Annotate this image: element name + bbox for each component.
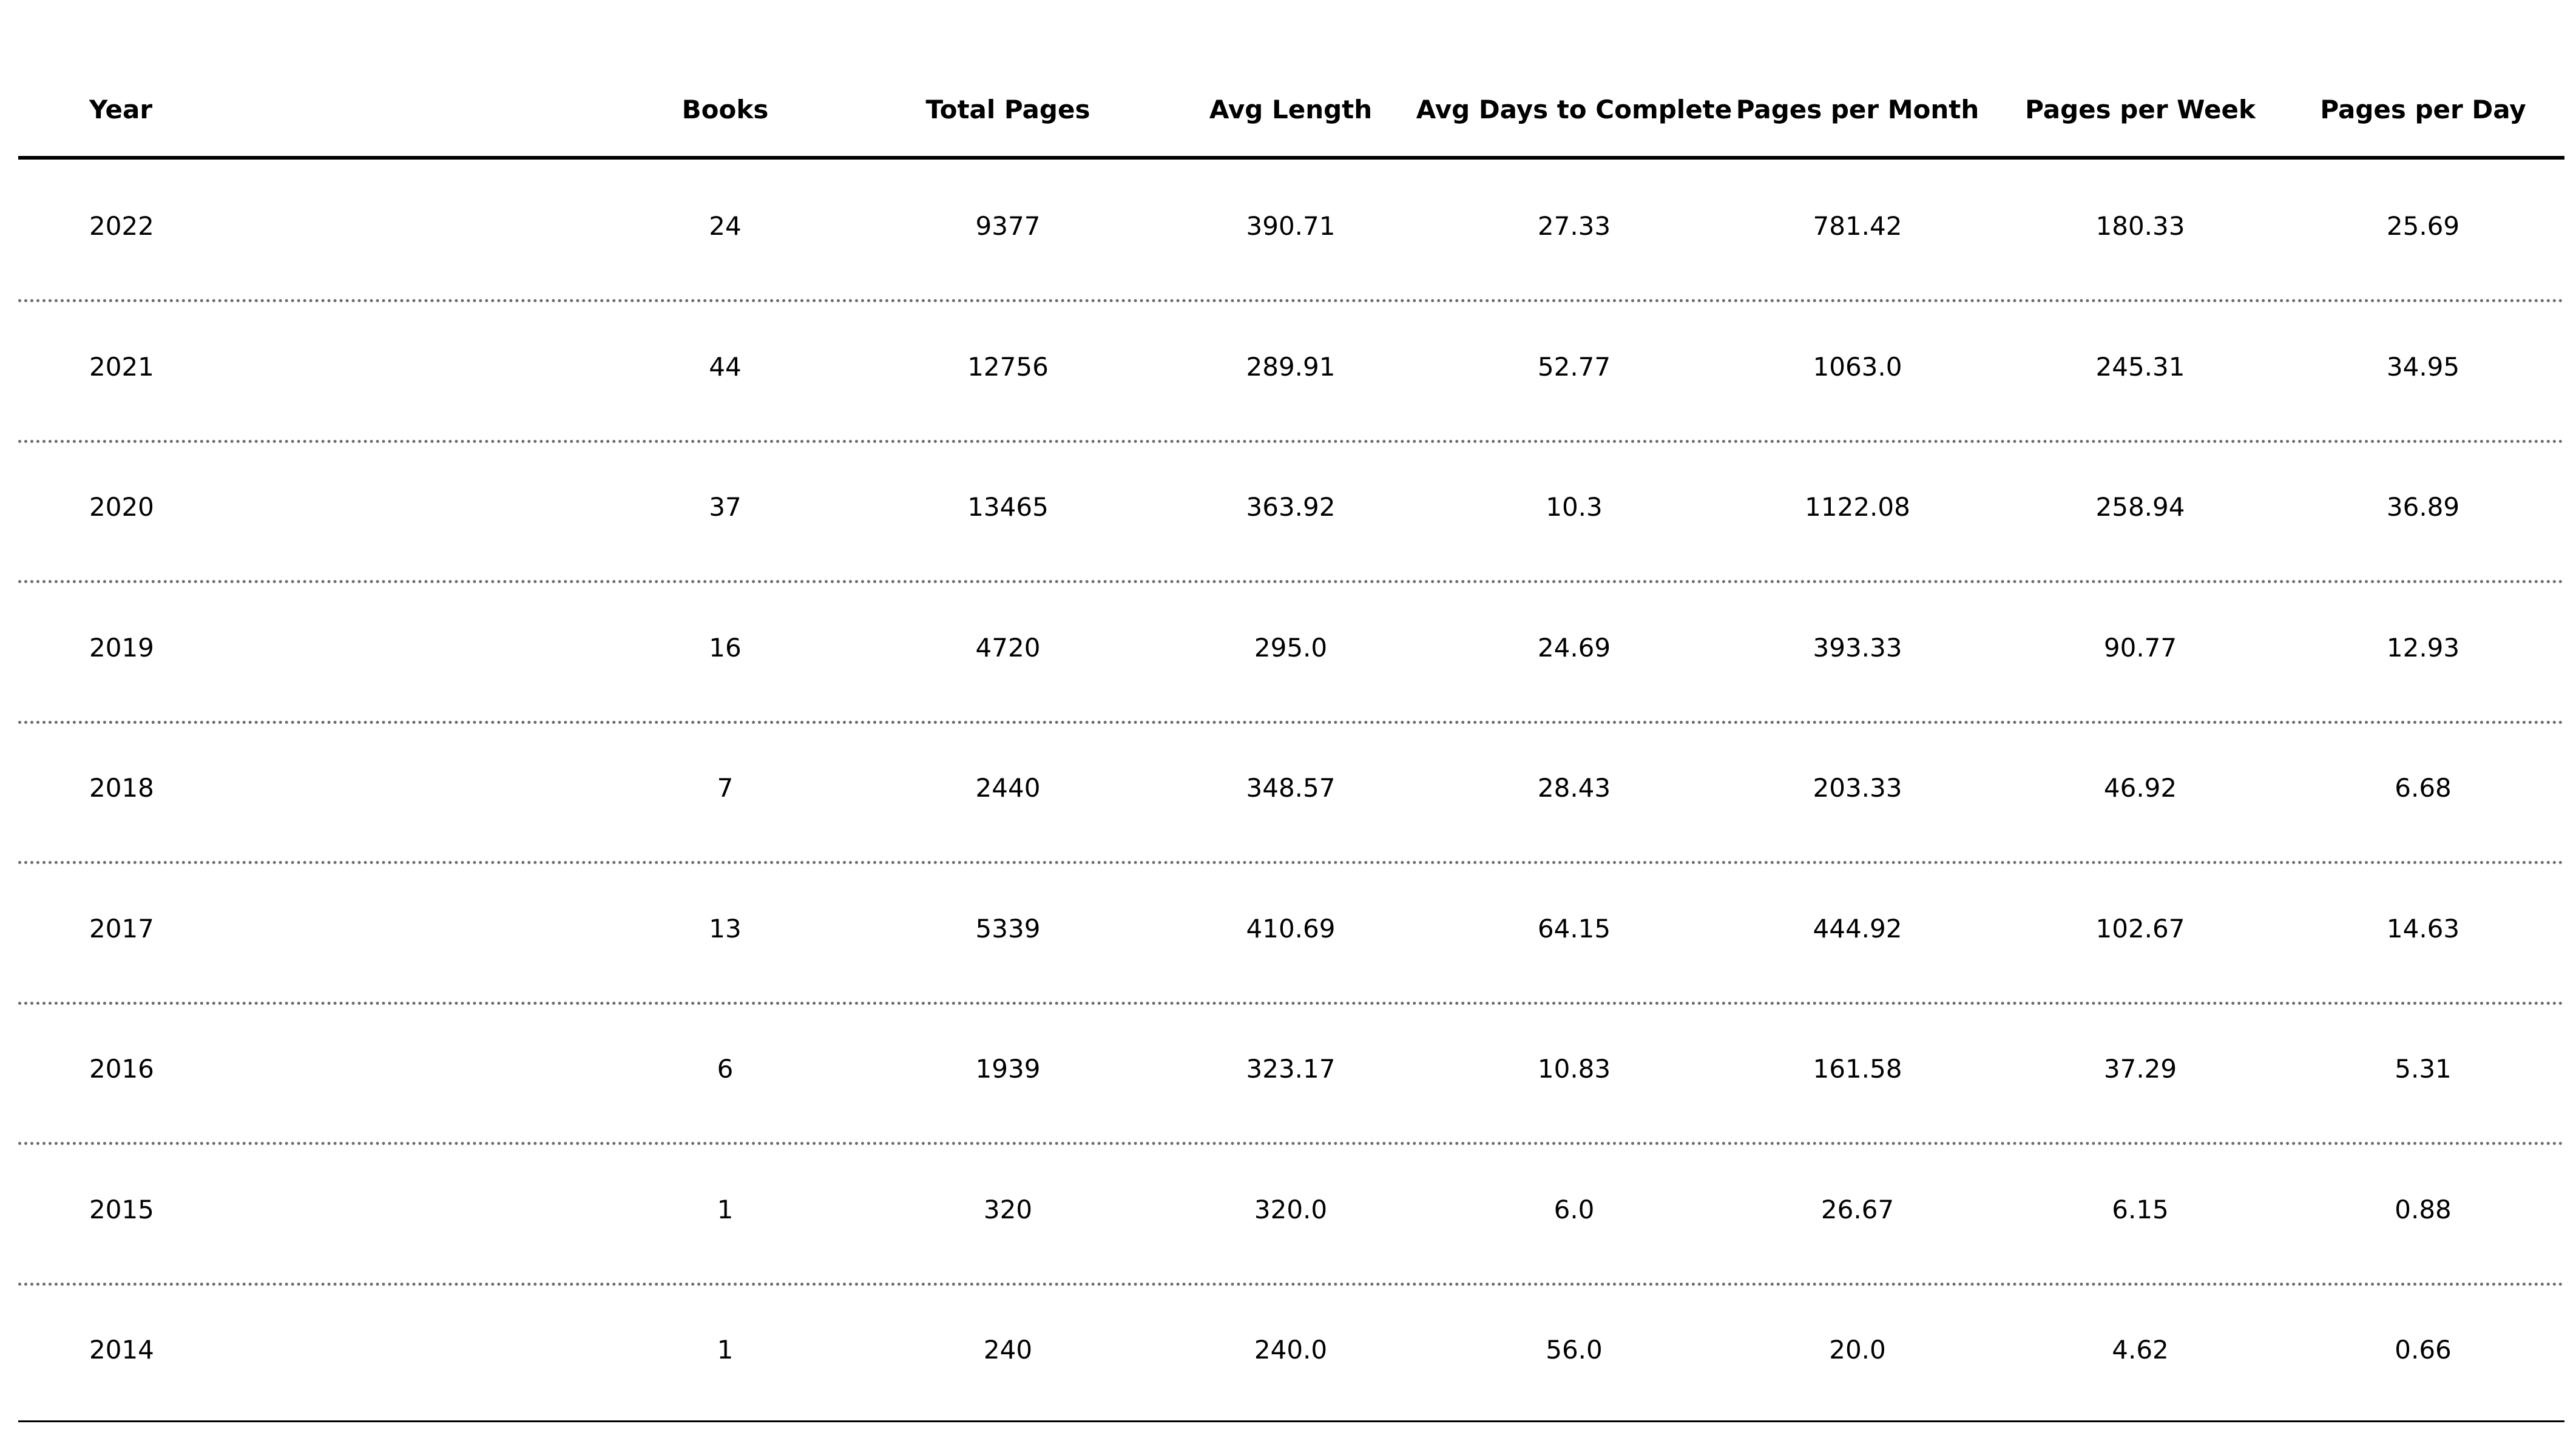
table-header-cell: Avg Length [1209, 95, 1373, 124]
row-separator [18, 1142, 2564, 1145]
table-cell: 9377 [975, 211, 1041, 241]
table-cell: 4720 [975, 633, 1041, 663]
table-cell: 13 [709, 914, 742, 943]
table-cell: 2015 [89, 1195, 154, 1224]
table-cell: 20.0 [1829, 1335, 1886, 1365]
table-cell: 393.33 [1813, 633, 1902, 663]
table-cell: 0.66 [2395, 1335, 2452, 1365]
table-cell: 2018 [89, 773, 154, 803]
table-cell: 245.31 [2095, 352, 2185, 382]
table-cell: 14.63 [2386, 914, 2460, 943]
table-cell: 16 [709, 633, 742, 663]
table-cell: 56.0 [1546, 1335, 1603, 1365]
table-cell: 323.17 [1246, 1054, 1336, 1084]
table-cell: 7 [717, 773, 734, 803]
table-header-cell: Avg Days to Complete [1416, 95, 1733, 124]
table-cell: 26.67 [1820, 1195, 1895, 1224]
table-cell: 2021 [89, 352, 154, 382]
table-cell: 37 [709, 492, 742, 522]
table-cell: 25.69 [2386, 211, 2460, 241]
table-cell: 36.89 [2386, 492, 2460, 522]
table-cell: 5.31 [2395, 1054, 2452, 1084]
table-cell: 28.43 [1537, 773, 1611, 803]
table-cell: 1122.08 [1805, 492, 1910, 522]
table-cell: 2016 [89, 1054, 154, 1084]
row-separator [18, 580, 2564, 583]
table-cell: 240 [983, 1335, 1033, 1365]
table-cell: 102.67 [2095, 914, 2185, 943]
table-cell: 44 [709, 352, 742, 382]
table-cell: 6.0 [1553, 1195, 1595, 1224]
table-cell: 289.91 [1246, 352, 1336, 382]
table-cell: 10.83 [1537, 1054, 1611, 1084]
row-separator [18, 861, 2564, 864]
table-cell: 444.92 [1813, 914, 1902, 943]
table-header-cell: Year [89, 95, 153, 124]
table-cell: 180.33 [2095, 211, 2185, 241]
table-cell: 6 [717, 1054, 734, 1084]
table-cell: 1063.0 [1813, 352, 1902, 382]
table-cell: 348.57 [1246, 773, 1336, 803]
table-cell: 2022 [89, 211, 154, 241]
table-cell: 240.0 [1254, 1335, 1328, 1365]
table-cell: 2014 [89, 1335, 154, 1365]
table-cell: 10.3 [1546, 492, 1603, 522]
table-cell: 1 [717, 1195, 734, 1224]
table-cell: 4.62 [2112, 1335, 2169, 1365]
table-cell: 0.88 [2395, 1195, 2452, 1224]
row-separator [18, 299, 2564, 302]
row-separator [18, 440, 2564, 443]
table-cell: 90.77 [2103, 633, 2177, 663]
row-separator [18, 1002, 2564, 1005]
table-cell: 5339 [975, 914, 1041, 943]
table-cell: 2017 [89, 914, 154, 943]
header-rule [18, 156, 2564, 160]
table-cell: 2019 [89, 633, 154, 663]
table-header-cell: Total Pages [925, 95, 1090, 124]
table-cell: 46.92 [2103, 773, 2177, 803]
table-cell: 34.95 [2386, 352, 2460, 382]
table-cell: 12756 [967, 352, 1049, 382]
table-cell: 24 [709, 211, 742, 241]
table-cell: 390.71 [1246, 211, 1336, 241]
table-cell: 258.94 [2095, 492, 2185, 522]
table-cell: 37.29 [2103, 1054, 2177, 1084]
table-cell: 13465 [967, 492, 1049, 522]
table-cell: 320.0 [1254, 1195, 1328, 1224]
table-cell: 295.0 [1254, 633, 1328, 663]
table-cell: 203.33 [1813, 773, 1902, 803]
table-cell: 64.15 [1537, 914, 1611, 943]
table-cell: 6.68 [2395, 773, 2452, 803]
table-cell: 781.42 [1813, 211, 1902, 241]
table-cell: 24.69 [1537, 633, 1611, 663]
table-cell: 2020 [89, 492, 154, 522]
table-cell: 2440 [975, 773, 1041, 803]
bottom-rule [18, 1420, 2564, 1422]
table-cell: 52.77 [1537, 352, 1611, 382]
row-separator [18, 721, 2564, 724]
table-cell: 27.33 [1537, 211, 1611, 241]
table-header-cell: Books [681, 95, 769, 124]
table-header-cell: Pages per Month [1736, 95, 1979, 124]
table-cell: 1939 [975, 1054, 1041, 1084]
table-header-cell: Pages per Day [2320, 95, 2526, 124]
table-cell: 1 [717, 1335, 734, 1365]
table-cell: 410.69 [1246, 914, 1336, 943]
table-header-cell: Pages per Week [2025, 95, 2256, 124]
table-cell: 6.15 [2112, 1195, 2169, 1224]
table-cell: 12.93 [2386, 633, 2460, 663]
row-separator [18, 1283, 2564, 1286]
table-cell: 363.92 [1246, 492, 1336, 522]
table-cell: 320 [983, 1195, 1033, 1224]
table-cell: 161.58 [1813, 1054, 1902, 1084]
